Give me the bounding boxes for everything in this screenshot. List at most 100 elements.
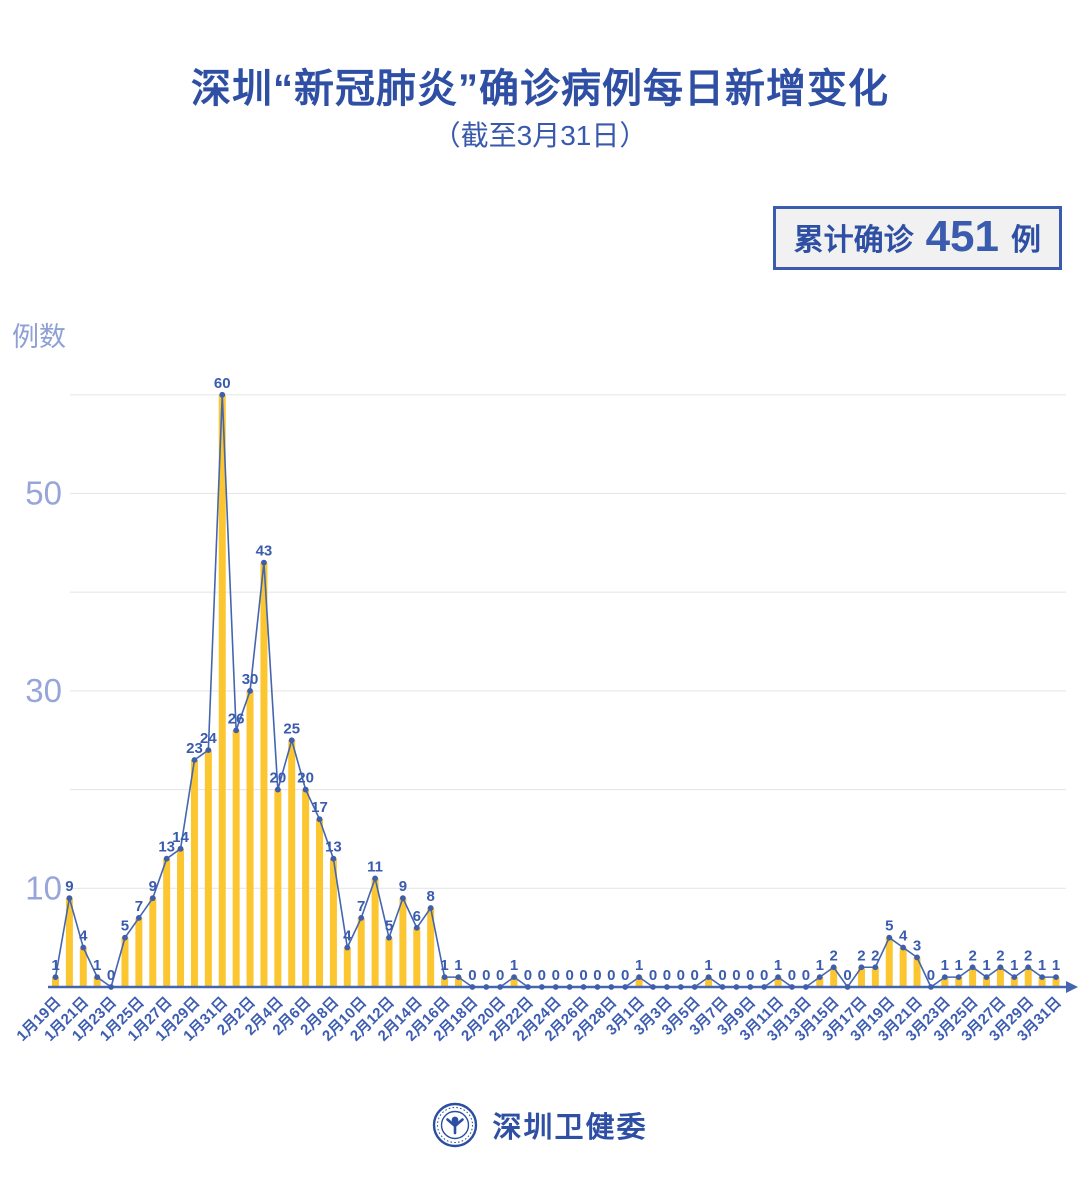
bar bbox=[635, 977, 643, 987]
page-title: 深圳“新冠肺炎”确诊病例每日新增变化 bbox=[191, 67, 889, 111]
y-axis-title: 例数 bbox=[12, 322, 66, 352]
value-label: 1 bbox=[510, 957, 518, 974]
bar bbox=[427, 908, 435, 987]
value-label: 14 bbox=[172, 829, 189, 846]
bar bbox=[79, 947, 87, 987]
data-point bbox=[941, 974, 948, 981]
data-point bbox=[1011, 974, 1018, 981]
value-label: 5 bbox=[121, 918, 129, 935]
value-label: 0 bbox=[663, 967, 671, 984]
data-point bbox=[997, 964, 1004, 971]
value-label: 0 bbox=[565, 967, 573, 984]
bar bbox=[941, 977, 949, 987]
bar bbox=[454, 977, 462, 987]
value-label: 0 bbox=[843, 967, 851, 984]
data-point bbox=[761, 984, 768, 990]
data-point bbox=[775, 974, 781, 981]
data-point bbox=[552, 984, 559, 990]
value-label: 4 bbox=[343, 928, 352, 945]
data-point bbox=[733, 984, 740, 990]
value-label: 1 bbox=[454, 957, 462, 974]
data-point bbox=[664, 984, 670, 990]
bar bbox=[955, 977, 963, 987]
value-label: 6 bbox=[413, 908, 421, 925]
bar bbox=[316, 819, 324, 987]
data-point bbox=[219, 391, 226, 398]
bar bbox=[274, 789, 282, 987]
value-label: 0 bbox=[677, 967, 685, 984]
data-point bbox=[969, 964, 976, 971]
value-label: 0 bbox=[788, 967, 796, 984]
value-label: 0 bbox=[732, 967, 740, 984]
bar bbox=[288, 740, 296, 987]
bar bbox=[1024, 967, 1032, 987]
badge-suffix-label: 例 bbox=[1011, 224, 1041, 257]
bar bbox=[441, 977, 449, 987]
bar bbox=[371, 878, 379, 987]
data-point bbox=[122, 934, 128, 941]
bar bbox=[204, 750, 212, 987]
data-point bbox=[455, 974, 462, 981]
value-label: 17 bbox=[311, 799, 328, 816]
bar bbox=[996, 967, 1004, 987]
data-point bbox=[108, 984, 114, 990]
data-point bbox=[205, 747, 212, 754]
badge-prefix-label: 累计确诊 bbox=[793, 224, 914, 257]
value-label: 0 bbox=[496, 967, 504, 984]
value-label: 20 bbox=[269, 770, 286, 787]
bar bbox=[510, 977, 518, 987]
data-point bbox=[316, 816, 323, 823]
data-point bbox=[483, 984, 490, 990]
data-point bbox=[983, 974, 990, 981]
value-label: 0 bbox=[524, 967, 532, 984]
data-point bbox=[274, 786, 281, 793]
data-point bbox=[80, 944, 87, 951]
value-label: 0 bbox=[746, 967, 754, 984]
data-point bbox=[1025, 964, 1032, 971]
data-point bbox=[372, 875, 379, 882]
value-label: 13 bbox=[158, 839, 175, 856]
data-point bbox=[358, 915, 365, 921]
value-label: 43 bbox=[256, 543, 273, 560]
value-label: 60 bbox=[214, 375, 231, 392]
data-point bbox=[177, 845, 184, 852]
data-point bbox=[413, 924, 420, 931]
data-point bbox=[858, 964, 865, 971]
data-point bbox=[233, 727, 240, 734]
data-point bbox=[789, 984, 795, 990]
data-point bbox=[677, 984, 684, 990]
data-point bbox=[163, 855, 170, 862]
x-axis-arrow-icon bbox=[1066, 981, 1078, 993]
data-point bbox=[497, 984, 504, 990]
value-label: 2 bbox=[871, 947, 879, 964]
data-point bbox=[608, 984, 615, 990]
bar bbox=[705, 977, 713, 987]
value-label: 0 bbox=[107, 967, 115, 984]
value-label: 1 bbox=[51, 957, 59, 974]
value-label: 1 bbox=[774, 957, 782, 974]
data-point bbox=[636, 974, 643, 981]
bar bbox=[857, 967, 865, 987]
value-label: 1 bbox=[440, 957, 448, 974]
data-point bbox=[900, 944, 907, 951]
bar bbox=[830, 967, 838, 987]
bar bbox=[343, 947, 351, 987]
value-label: 0 bbox=[593, 967, 601, 984]
value-label: 7 bbox=[135, 898, 143, 915]
data-point bbox=[149, 895, 156, 902]
y-tick-label: 10 bbox=[25, 869, 62, 906]
value-label: 5 bbox=[885, 918, 893, 935]
data-point bbox=[247, 688, 253, 694]
bar bbox=[1038, 977, 1046, 987]
bar bbox=[1052, 977, 1060, 987]
value-label: 8 bbox=[427, 888, 435, 905]
data-point bbox=[135, 915, 142, 921]
data-point bbox=[691, 984, 698, 990]
value-label: 9 bbox=[149, 878, 157, 895]
data-point bbox=[288, 737, 295, 744]
data-point bbox=[52, 974, 59, 981]
data-point bbox=[705, 974, 712, 981]
cumulative-total-badge: 累计确诊 451 例 bbox=[772, 206, 1062, 270]
bar bbox=[260, 562, 268, 987]
